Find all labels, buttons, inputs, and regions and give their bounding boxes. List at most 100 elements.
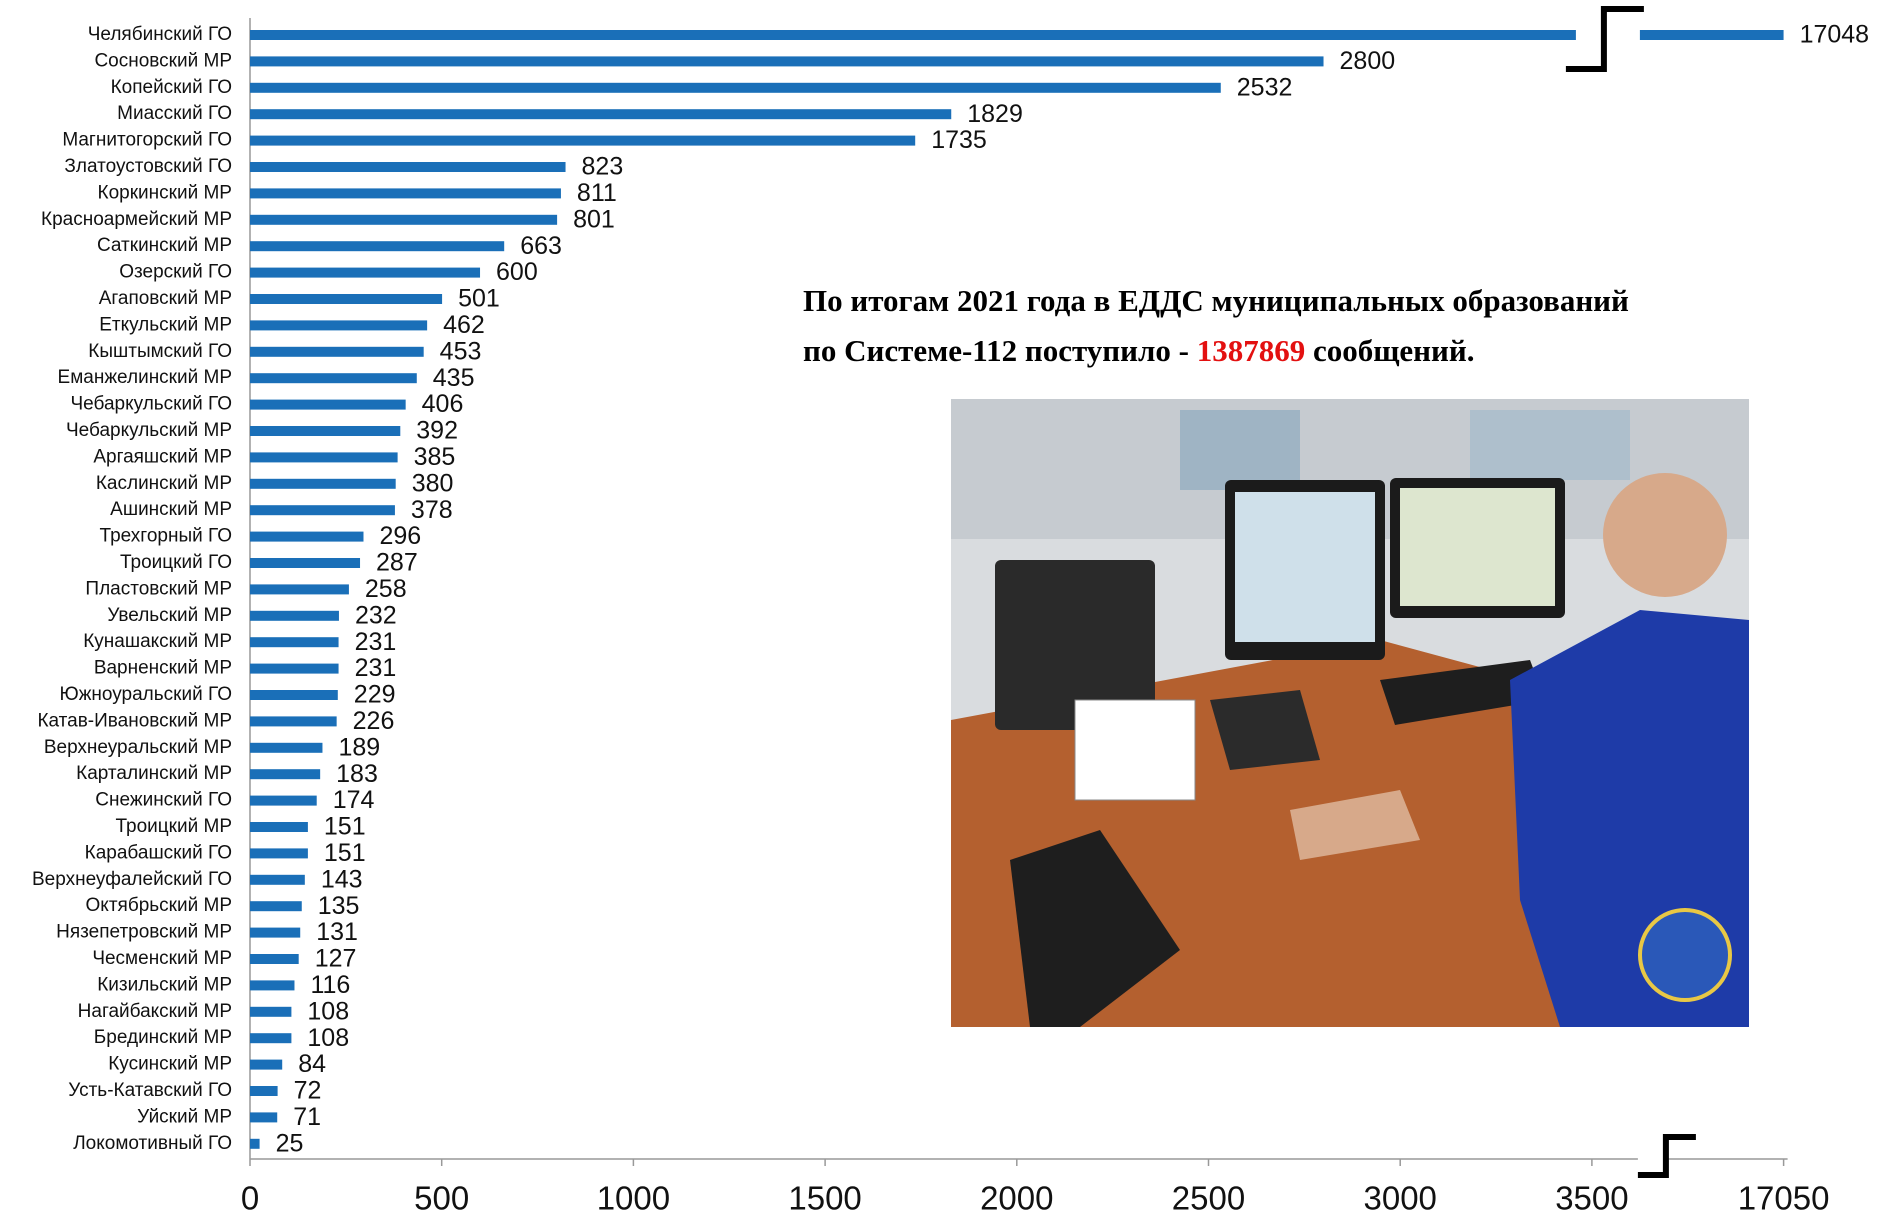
value-label: 183 bbox=[336, 760, 378, 788]
bar bbox=[250, 611, 339, 621]
value-label: 823 bbox=[582, 153, 624, 181]
bar bbox=[250, 1033, 291, 1043]
value-label: 71 bbox=[293, 1103, 321, 1131]
value-label: 231 bbox=[355, 628, 397, 656]
category-label: Усть-Катавский ГО bbox=[68, 1080, 232, 1101]
category-label: Еткульский МР bbox=[99, 314, 232, 335]
bar bbox=[250, 400, 406, 410]
category-label: Кунашакский МР bbox=[83, 631, 232, 652]
value-label: 385 bbox=[414, 443, 456, 471]
bar bbox=[250, 1086, 278, 1096]
category-label: Кыштымский ГО bbox=[88, 341, 232, 362]
bar bbox=[250, 347, 424, 357]
photo bbox=[951, 399, 1749, 1027]
value-label: 287 bbox=[376, 549, 418, 577]
category-label: Миасский ГО bbox=[117, 103, 232, 124]
bar bbox=[250, 584, 349, 594]
bar bbox=[250, 664, 339, 674]
category-label: Троицкий ГО bbox=[120, 552, 232, 573]
value-label: 462 bbox=[443, 311, 485, 339]
bar bbox=[250, 558, 360, 568]
bar bbox=[250, 241, 504, 251]
category-label: Троицкий МР bbox=[116, 816, 233, 837]
value-label: 151 bbox=[324, 839, 366, 867]
annotation-highlight: 1387869 bbox=[1197, 333, 1306, 368]
value-label: 453 bbox=[440, 337, 482, 365]
category-label: Трехгорный ГО bbox=[100, 526, 232, 547]
bar bbox=[250, 875, 305, 885]
bar bbox=[250, 716, 337, 726]
category-label: Карталинский МР bbox=[76, 763, 232, 784]
bar bbox=[250, 928, 300, 938]
category-label: Красноармейский МР bbox=[41, 209, 232, 230]
x-tick-label: 0 bbox=[241, 1180, 259, 1213]
chart: 050010001500200025003000350017050Челябин… bbox=[0, 0, 1879, 1213]
x-tick-label: 1000 bbox=[597, 1180, 670, 1213]
category-label: Брединский МР bbox=[94, 1027, 232, 1048]
category-label: Челябинский ГО bbox=[88, 24, 232, 45]
value-label: 72 bbox=[294, 1077, 322, 1105]
bar bbox=[250, 1007, 291, 1017]
category-label: Златоустовский ГО bbox=[64, 156, 232, 177]
value-label: 25 bbox=[276, 1129, 304, 1157]
axis-break-gap bbox=[1638, 1153, 1664, 1165]
value-label: 143 bbox=[321, 865, 363, 893]
value-label: 231 bbox=[355, 654, 397, 682]
x-tick-label: 1500 bbox=[788, 1180, 861, 1213]
value-label: 600 bbox=[496, 258, 538, 286]
value-label: 501 bbox=[458, 285, 500, 313]
x-tick-label: 2000 bbox=[980, 1180, 1053, 1213]
category-label: Чесменский МР bbox=[92, 948, 232, 969]
value-label: 189 bbox=[338, 733, 380, 761]
bar bbox=[250, 30, 1784, 40]
value-label: 108 bbox=[307, 997, 349, 1025]
value-label: 108 bbox=[307, 1024, 349, 1052]
bar bbox=[250, 320, 427, 330]
bar bbox=[250, 136, 915, 146]
category-label: Пластовский МР bbox=[85, 578, 232, 599]
bar bbox=[250, 479, 396, 489]
annotation-text: по Системе-112 поступило - bbox=[803, 333, 1197, 368]
bar bbox=[250, 83, 1221, 93]
bar-break-gap bbox=[1576, 25, 1640, 45]
bar bbox=[250, 1139, 260, 1149]
value-label: 663 bbox=[520, 232, 562, 260]
value-label: 229 bbox=[354, 681, 396, 709]
value-label: 1735 bbox=[931, 126, 987, 154]
bar bbox=[250, 637, 339, 647]
bar bbox=[250, 505, 395, 515]
category-label: Аргаяшский МР bbox=[93, 446, 232, 467]
value-label: 127 bbox=[315, 945, 357, 973]
bar bbox=[250, 743, 322, 753]
value-label: 135 bbox=[318, 892, 360, 920]
bar bbox=[250, 980, 294, 990]
value-label: 296 bbox=[379, 522, 421, 550]
x-tick-label: 3000 bbox=[1363, 1180, 1436, 1213]
bar bbox=[250, 690, 338, 700]
value-label: 232 bbox=[355, 601, 397, 629]
category-label: Южноуральский ГО bbox=[60, 684, 232, 705]
x-tick-label: 500 bbox=[414, 1180, 469, 1213]
value-label: 174 bbox=[333, 786, 375, 814]
value-label: 435 bbox=[433, 364, 475, 392]
value-label: 811 bbox=[577, 179, 617, 207]
bar bbox=[250, 532, 363, 542]
category-label: Агаповский МР bbox=[99, 288, 232, 309]
value-label: 84 bbox=[298, 1050, 326, 1078]
category-label: Верхнеуральский МР bbox=[44, 737, 232, 758]
category-label: Увельский МР bbox=[107, 605, 232, 626]
bar bbox=[250, 796, 317, 806]
bar bbox=[250, 1060, 282, 1070]
bar bbox=[250, 56, 1324, 66]
category-label: Копейский ГО bbox=[111, 77, 232, 98]
category-label: Чебаркульский ГО bbox=[70, 394, 232, 415]
bar bbox=[250, 769, 320, 779]
value-label: 2532 bbox=[1237, 73, 1293, 101]
value-label: 378 bbox=[411, 496, 453, 524]
category-label: Нязепетровский МР bbox=[56, 922, 232, 943]
category-label: Карабашский ГО bbox=[85, 842, 232, 863]
category-label: Локомотивный ГО bbox=[73, 1133, 232, 1154]
annotation-line: по Системе-112 поступило - 1387869 сообщ… bbox=[803, 326, 1629, 376]
value-label: 131 bbox=[316, 918, 358, 946]
bar bbox=[250, 162, 566, 172]
